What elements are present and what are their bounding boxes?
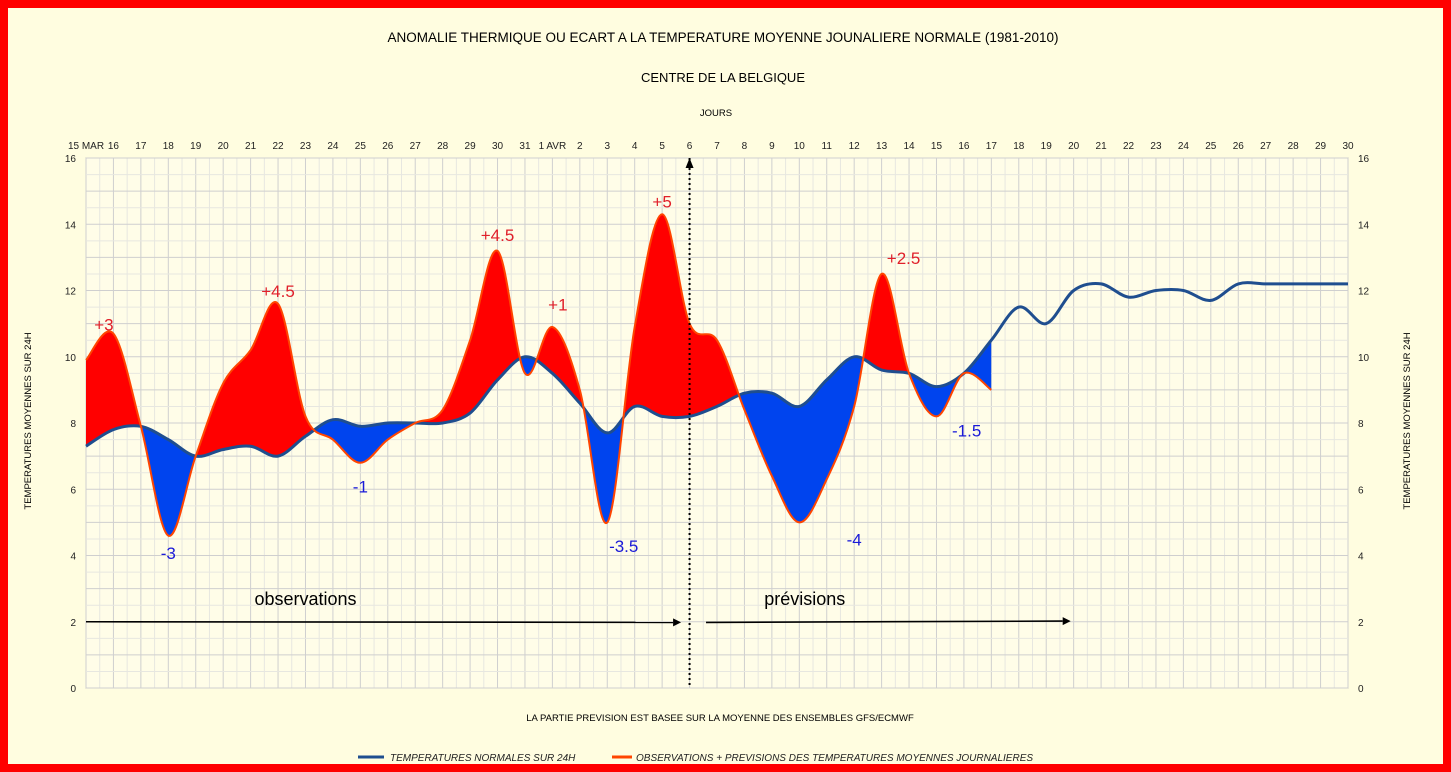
footnote: LA PARTIE PREVISION EST BASEE SUR LA MOY… xyxy=(526,713,914,724)
x-tick-label: 27 xyxy=(410,141,422,152)
y-tick-label-left: 14 xyxy=(65,220,77,231)
x-tick-label: 20 xyxy=(1068,141,1080,152)
x-tick-label: 16 xyxy=(958,141,970,152)
y-tick-label-right: 6 xyxy=(1358,485,1364,496)
anomaly-area-cold xyxy=(86,340,992,536)
anomaly-chart: ANOMALIE THERMIQUE OU ECART A LA TEMPERA… xyxy=(23,30,1413,764)
chart-frame: ANOMALIE THERMIQUE OU ECART A LA TEMPERA… xyxy=(8,8,1443,764)
x-tick-label: 29 xyxy=(1315,141,1327,152)
x-tick-label: 23 xyxy=(1150,141,1162,152)
anomaly-label: +2.5 xyxy=(887,249,921,268)
x-tick-label: 28 xyxy=(1288,141,1300,152)
anomaly-label: +5 xyxy=(652,193,671,212)
x-tick-label: 5 xyxy=(659,141,665,152)
x-tick-label: 1 AVR xyxy=(539,141,567,152)
legend: TEMPERATURES NORMALES SUR 24H OBSERVATIO… xyxy=(358,753,1033,764)
y-tick-label-left: 8 xyxy=(70,419,76,430)
x-tick-label: 3 xyxy=(604,141,610,152)
forecast-label: prévisions xyxy=(764,589,845,609)
x-tick-label: 26 xyxy=(1233,141,1245,152)
x-tick-label: 11 xyxy=(822,141,833,152)
x-tick-label: 6 xyxy=(687,141,693,152)
x-tick-label: 17 xyxy=(986,141,998,152)
anomaly-label: -1.5 xyxy=(952,421,981,440)
x-axis-label: JOURS xyxy=(700,108,732,119)
x-tick-label: 28 xyxy=(437,141,449,152)
y-tick-label-left: 16 xyxy=(65,154,77,165)
y-tick-label-right: 16 xyxy=(1358,154,1370,165)
y-tick-label-left: 10 xyxy=(65,353,77,364)
x-tick-label: 19 xyxy=(1041,141,1053,152)
x-tick-label: 14 xyxy=(903,141,915,152)
y-tick-label-right: 14 xyxy=(1358,220,1370,231)
anomaly-label: +4.5 xyxy=(481,226,515,245)
x-tick-label: 29 xyxy=(465,141,477,152)
x-tick-label: 18 xyxy=(1013,141,1025,152)
x-tick-label: 8 xyxy=(742,141,748,152)
x-tick-label: 31 xyxy=(519,141,531,152)
anomaly-label: +3 xyxy=(94,315,113,334)
x-tick-label: 4 xyxy=(632,141,638,152)
y-tick-label-left: 2 xyxy=(70,618,76,629)
observations-arrow xyxy=(85,620,674,624)
y-tick-label-right: 12 xyxy=(1358,287,1370,298)
x-tick-label: 24 xyxy=(327,141,339,152)
x-tick-label: 22 xyxy=(272,141,284,152)
anomaly-label: +4.5 xyxy=(261,282,295,301)
x-tick-label: 15 MAR xyxy=(68,141,104,152)
x-tick-label: 17 xyxy=(135,141,147,152)
series-line-normales xyxy=(85,281,1348,458)
y-tick-label-right: 4 xyxy=(1358,552,1364,563)
chart-title: ANOMALIE THERMIQUE OU ECART A LA TEMPERA… xyxy=(388,30,1059,45)
x-tick-label: 23 xyxy=(300,141,312,152)
x-tick-label: 10 xyxy=(794,141,806,152)
y-axis-label-right: TEMPERATURES MOYENNES SUR 24H xyxy=(1402,332,1413,509)
y-tick-label-right: 0 xyxy=(1358,684,1364,695)
legend-label-normales: TEMPERATURES NORMALES SUR 24H xyxy=(390,753,576,764)
x-tick-label: 26 xyxy=(382,141,394,152)
anomaly-label: -1 xyxy=(353,478,368,497)
x-tick-label: 21 xyxy=(1096,141,1108,152)
chart-subtitle: CENTRE DE LA BELGIQUE xyxy=(641,70,805,85)
x-tick-label: 30 xyxy=(492,141,504,152)
x-tick-label: 30 xyxy=(1342,141,1354,152)
x-tick-label: 27 xyxy=(1260,141,1272,152)
x-tick-label: 2 xyxy=(577,141,583,152)
legend-label-observations: OBSERVATIONS + PREVISIONS DES TEMPERATUR… xyxy=(636,753,1033,764)
anomaly-label: -3 xyxy=(161,544,176,563)
anomaly-label: +1 xyxy=(548,295,567,314)
observations-arrowhead xyxy=(673,618,682,627)
x-tick-label: 13 xyxy=(876,141,888,152)
observations-label: observations xyxy=(254,589,356,609)
series-line-observations xyxy=(85,213,992,537)
y-tick-label-right: 2 xyxy=(1358,618,1364,629)
y-tick-label-right: 10 xyxy=(1358,353,1370,364)
y-axis-label-left: TEMPERATURES MOYENNES SUR 24H xyxy=(23,332,34,509)
x-tick-label: 9 xyxy=(769,141,775,152)
y-tick-label-left: 6 xyxy=(70,485,76,496)
x-tick-label: 21 xyxy=(245,141,257,152)
x-tick-label: 16 xyxy=(108,141,120,152)
x-tick-label: 18 xyxy=(163,141,175,152)
x-tick-label: 22 xyxy=(1123,141,1135,152)
forecast-divider-arrowhead xyxy=(685,158,694,168)
x-tick-label: 19 xyxy=(190,141,202,152)
y-tick-label-right: 8 xyxy=(1358,419,1364,430)
x-tick-label: 15 xyxy=(931,141,943,152)
y-tick-label-left: 0 xyxy=(70,684,76,695)
forecast-arrowhead xyxy=(1062,617,1071,626)
y-tick-label-left: 12 xyxy=(65,287,77,298)
x-tick-label: 7 xyxy=(714,141,720,152)
x-tick-label: 25 xyxy=(1205,141,1217,152)
x-tick-label: 24 xyxy=(1178,141,1190,152)
y-tick-label-left: 4 xyxy=(70,552,76,563)
x-tick-label: 12 xyxy=(849,141,861,152)
forecast-arrow xyxy=(706,620,1063,624)
anomaly-label: -4 xyxy=(847,531,862,550)
x-tick-label: 20 xyxy=(218,141,230,152)
x-tick-label: 25 xyxy=(355,141,367,152)
anomaly-label: -3.5 xyxy=(609,537,638,556)
